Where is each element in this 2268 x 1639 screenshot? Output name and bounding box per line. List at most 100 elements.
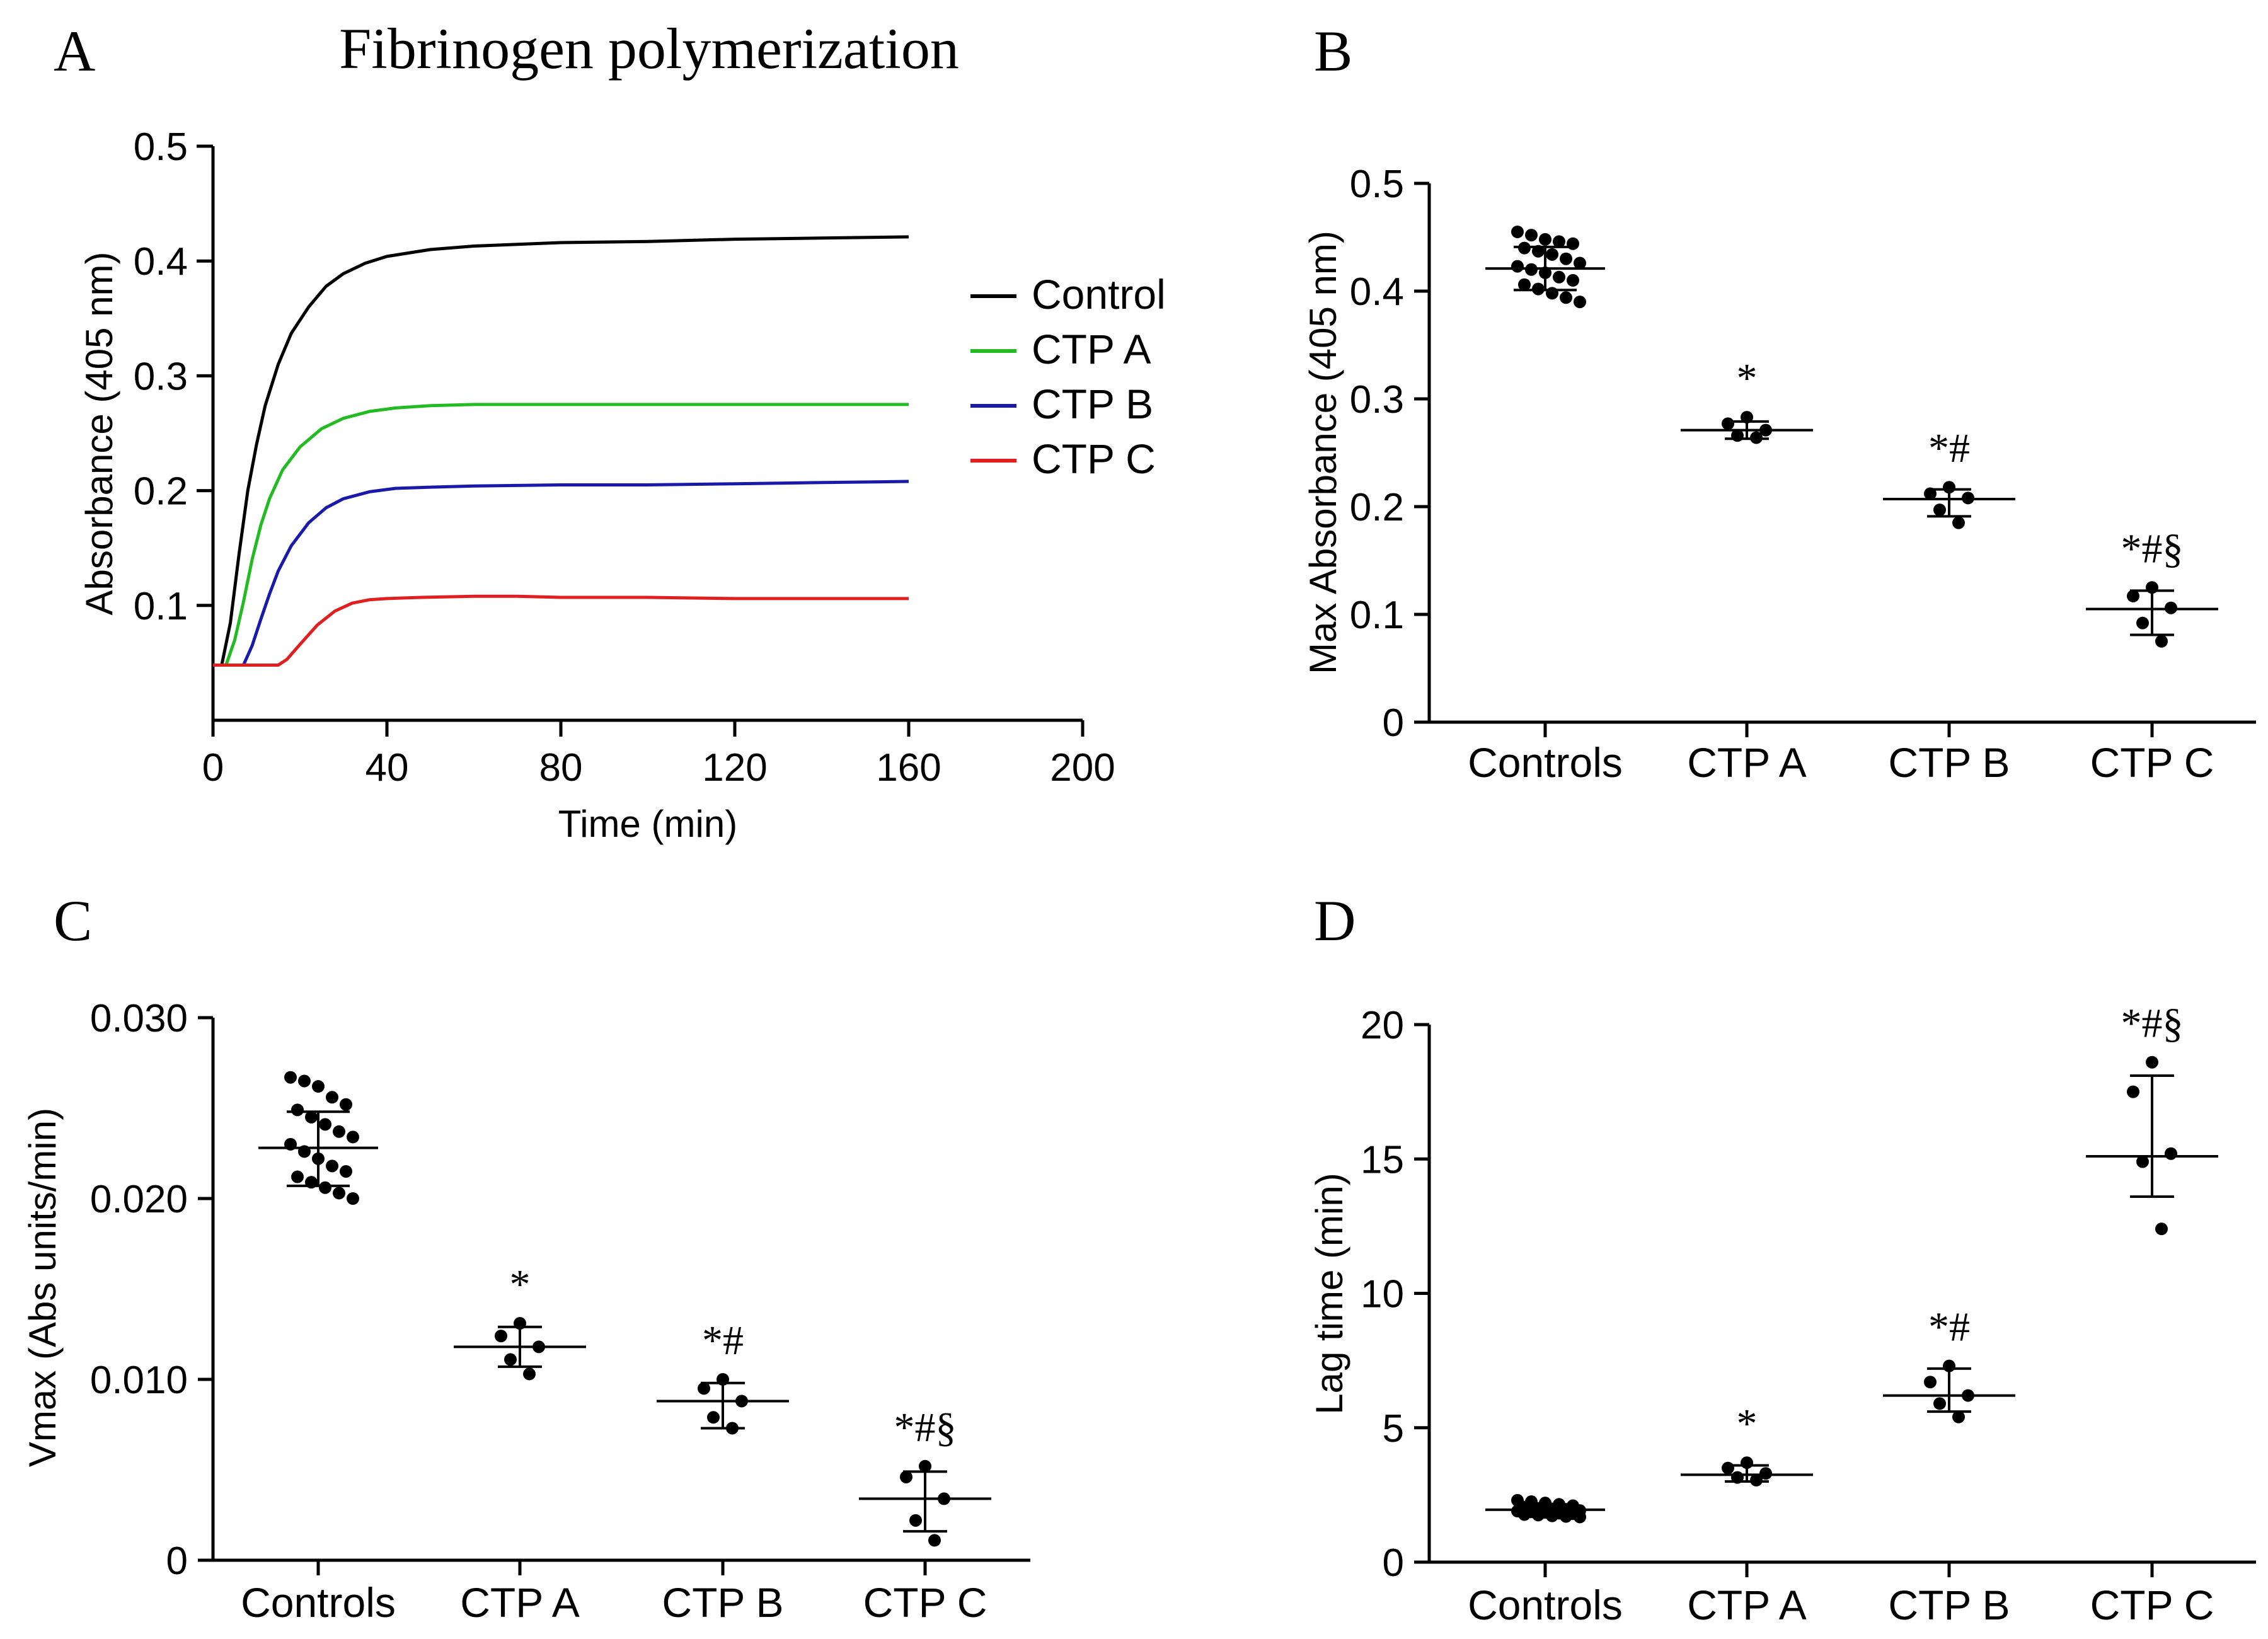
panel-letter-b: B (1314, 19, 1352, 83)
category-label: Controls (241, 1579, 396, 1626)
data-point (312, 1080, 325, 1093)
y-axis-label: Max Absorbance (405 nm) (1302, 231, 1344, 674)
data-point (1952, 1410, 1965, 1423)
data-point (514, 1317, 526, 1330)
data-point (532, 1340, 545, 1354)
data-point (1532, 244, 1545, 258)
data-point (1560, 252, 1572, 265)
data-point (326, 1091, 338, 1104)
data-point (928, 1534, 941, 1547)
data-point (504, 1353, 517, 1366)
significance-marker: *#§ (2121, 1001, 2184, 1047)
significance-marker: *# (1928, 1304, 1970, 1350)
series-line-ctp-b (213, 480, 909, 667)
y-tick-label: 0 (166, 1539, 188, 1583)
data-point (1924, 487, 1937, 500)
data-point (1750, 431, 1763, 444)
data-point (1546, 248, 1558, 261)
panel-letter-a: A (54, 19, 95, 83)
data-point (2136, 1155, 2149, 1168)
y-tick-label: 20 (1361, 1004, 1404, 1047)
y-tick-label: 0 (1383, 701, 1404, 745)
legend-label: CTP C (1032, 435, 1156, 482)
data-point (1722, 1461, 1734, 1475)
series-line-ctp-a (213, 403, 909, 667)
data-point (2127, 589, 2139, 602)
data-point (1574, 1510, 1586, 1524)
significance-marker: *#§ (894, 1405, 957, 1451)
data-point (1518, 1508, 1531, 1521)
y-tick-label: 0.2 (1350, 486, 1404, 529)
data-point (298, 1145, 311, 1158)
data-point (1574, 296, 1586, 309)
data-point (1567, 273, 1579, 287)
y-axis-label: Vmax (Abs units/min) (21, 1108, 64, 1467)
y-tick-label: 0.2 (134, 470, 188, 514)
data-point (1518, 278, 1531, 291)
data-point (1546, 287, 1558, 300)
data-point (347, 1192, 359, 1205)
category-label: CTP C (2090, 739, 2214, 786)
category-label: CTP A (1687, 739, 1807, 786)
data-point (1546, 1509, 1558, 1522)
data-point (2146, 1055, 2158, 1069)
panel-a-line-chart: Fibrinogen polymerization 0 40 80 120 160 200 0… (78, 16, 1166, 845)
y-tick-label: 0.4 (134, 240, 188, 284)
data-point (1962, 1389, 1974, 1402)
data-point (347, 1130, 359, 1144)
data-point (1539, 233, 1551, 246)
category-label: CTP A (460, 1579, 580, 1626)
data-point (340, 1098, 352, 1111)
data-point (326, 1159, 338, 1173)
data-point (717, 1373, 729, 1386)
data-point (919, 1459, 931, 1473)
x-tick-label: 160 (876, 746, 941, 790)
category-label: CTP C (2090, 1582, 2214, 1628)
significance-marker: * (1737, 355, 1758, 401)
y-axis-label: Absorbance (405 nm) (78, 252, 120, 616)
data-point (319, 1118, 331, 1131)
data-point (1553, 235, 1565, 248)
legend-label: CTP A (1032, 326, 1151, 372)
data-point (1525, 263, 1538, 276)
category-label: CTP C (863, 1579, 987, 1626)
data-point (2155, 1222, 2168, 1236)
category-label: CTP A (1687, 1582, 1807, 1628)
y-tick-label: 0.020 (90, 1178, 188, 1221)
data-point (1750, 1473, 1763, 1487)
data-point (1539, 266, 1551, 279)
x-tick-label: 200 (1050, 746, 1115, 790)
data-point (2155, 635, 2168, 648)
category-label: Controls (1468, 739, 1623, 786)
data-point (2165, 1147, 2177, 1160)
data-point (1518, 241, 1531, 255)
y-tick-label: 0.030 (90, 997, 188, 1040)
data-point (1933, 503, 1946, 517)
significance-marker: *#§ (2121, 526, 2184, 572)
y-tick-label: 0 (1383, 1541, 1404, 1585)
data-point (1722, 417, 1734, 430)
y-tick-label: 5 (1383, 1407, 1404, 1451)
data-point (284, 1137, 297, 1151)
data-point (1731, 1471, 1744, 1484)
category-label: Controls (1468, 1582, 1623, 1628)
data-point (2136, 616, 2149, 630)
data-point (1560, 291, 1572, 304)
significance-marker: * (1737, 1401, 1758, 1447)
x-tick-label: 0 (202, 746, 224, 790)
y-tick-label: 0.3 (134, 355, 188, 398)
y-tick-label: 10 (1361, 1273, 1404, 1316)
legend-label: Control (1032, 271, 1166, 318)
data-point (495, 1330, 507, 1343)
x-tick-label: 120 (702, 746, 767, 790)
data-point (291, 1103, 304, 1117)
y-tick-label: 0.1 (134, 585, 188, 628)
y-tick-label: 15 (1361, 1138, 1404, 1182)
data-point (312, 1152, 325, 1165)
data-point (333, 1125, 345, 1138)
y-tick-label: 0.5 (1350, 163, 1404, 206)
data-point (340, 1165, 352, 1178)
data-point (1741, 1456, 1753, 1469)
